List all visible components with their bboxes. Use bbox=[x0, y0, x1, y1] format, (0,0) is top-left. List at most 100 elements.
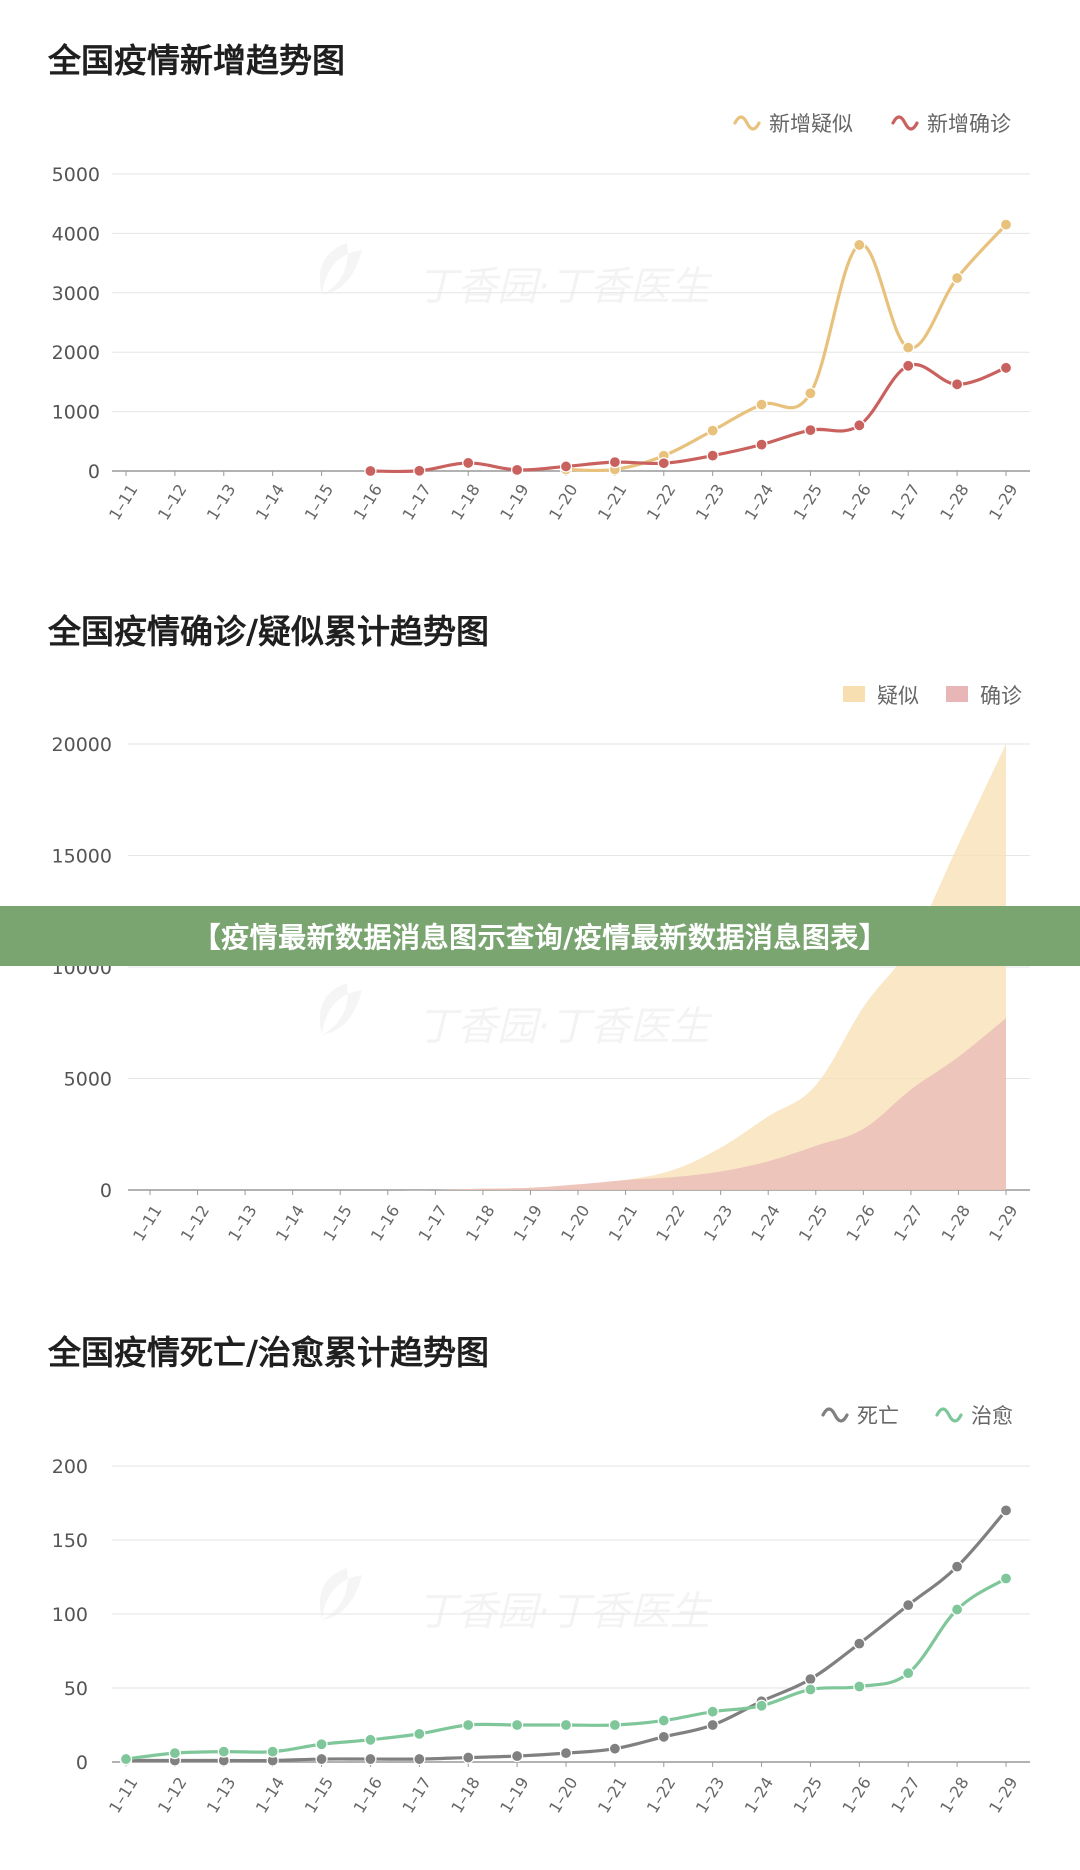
watermark: 丁香园·丁香医生 bbox=[319, 1568, 713, 1635]
x-tick-label: 1–28 bbox=[936, 1774, 973, 1817]
x-tick-label: 1–16 bbox=[350, 1774, 387, 1817]
chart-cumulative-cases-plot: 丁香园·丁香医生050001000015000200001–111–121–13… bbox=[52, 684, 1030, 1244]
legend-label: 新增疑似 bbox=[769, 112, 853, 136]
data-point bbox=[364, 464, 377, 478]
data-point bbox=[706, 1705, 719, 1718]
data-point bbox=[315, 1738, 328, 1751]
legend-item: 疑似 bbox=[843, 684, 919, 708]
data-point bbox=[657, 1730, 670, 1743]
legend-item: 死亡 bbox=[821, 1404, 899, 1428]
legend-swatch bbox=[946, 686, 968, 702]
y-tick-label: 4000 bbox=[52, 223, 100, 245]
data-point bbox=[755, 1699, 768, 1712]
data-point bbox=[853, 1680, 866, 1693]
legend-label: 疑似 bbox=[877, 684, 919, 708]
data-point bbox=[755, 438, 768, 451]
data-point bbox=[462, 1751, 475, 1764]
data-point bbox=[413, 464, 426, 477]
x-tick-label: 1–22 bbox=[643, 1774, 680, 1817]
data-point bbox=[315, 1752, 328, 1766]
y-tick-label: 200 bbox=[52, 1456, 88, 1478]
y-tick-label: 2000 bbox=[52, 342, 100, 364]
watermark-logo bbox=[319, 983, 362, 1035]
watermark: 丁香园·丁香医生 bbox=[319, 983, 713, 1050]
x-tick-label: 1–29 bbox=[985, 1774, 1022, 1817]
legend-item: 新增疑似 bbox=[733, 112, 853, 136]
data-point bbox=[657, 457, 670, 470]
y-tick-label: 100 bbox=[52, 1604, 88, 1626]
x-tick-label: 1–26 bbox=[838, 1774, 875, 1817]
legend-label: 治愈 bbox=[971, 1404, 1013, 1428]
data-point bbox=[902, 1667, 915, 1680]
legend-swatch bbox=[821, 1407, 849, 1423]
data-point bbox=[559, 460, 573, 473]
y-tick-label: 150 bbox=[52, 1530, 88, 1552]
data-point bbox=[951, 271, 964, 285]
data-point bbox=[511, 463, 524, 476]
watermark: 丁香园·丁香医生 bbox=[319, 243, 713, 310]
data-point bbox=[511, 1718, 524, 1732]
x-tick-label: 1–27 bbox=[887, 1774, 924, 1817]
watermark-logo bbox=[319, 1568, 362, 1620]
data-point bbox=[266, 1745, 279, 1758]
data-point bbox=[608, 456, 621, 469]
data-point bbox=[804, 387, 817, 400]
data-point bbox=[364, 1733, 377, 1746]
watermark-text: 丁香园·丁香医生 bbox=[417, 1589, 713, 1635]
x-tick-label: 1–19 bbox=[496, 1774, 533, 1817]
data-point bbox=[853, 238, 866, 252]
data-point bbox=[951, 1560, 964, 1573]
data-point bbox=[462, 456, 475, 470]
legend-swatch bbox=[843, 686, 865, 702]
x-tick-label: 1–17 bbox=[398, 1774, 435, 1817]
data-point bbox=[706, 1718, 719, 1732]
y-tick-label: 1000 bbox=[52, 402, 100, 424]
data-point bbox=[951, 1603, 964, 1616]
x-tick-label: 1–14 bbox=[252, 1774, 289, 1817]
data-point bbox=[902, 1599, 915, 1612]
data-point bbox=[902, 359, 915, 372]
banner-text: 【疫情最新数据消息图示查询/疫情最新数据消息图表】 bbox=[192, 921, 888, 954]
data-point bbox=[804, 1683, 817, 1696]
data-point bbox=[559, 1747, 573, 1760]
data-point bbox=[999, 1572, 1013, 1585]
data-point bbox=[804, 424, 817, 437]
area-series-1 bbox=[150, 1018, 1006, 1191]
x-tick-label: 1–20 bbox=[545, 1774, 582, 1817]
data-point bbox=[999, 361, 1013, 374]
watermark-text: 丁香园·丁香医生 bbox=[417, 264, 713, 310]
data-point bbox=[706, 424, 719, 437]
data-point bbox=[364, 1752, 377, 1766]
y-tick-label: 3000 bbox=[52, 283, 100, 305]
chart-title: 全国疫情确诊/疑似累计趋势图 bbox=[48, 612, 490, 651]
y-tick-label: 5000 bbox=[52, 164, 100, 186]
legend-label: 死亡 bbox=[857, 1404, 899, 1428]
y-tick-label: 15000 bbox=[52, 846, 112, 868]
y-tick-label: 20000 bbox=[52, 734, 112, 756]
data-point bbox=[951, 378, 964, 391]
legend-label: 新增确诊 bbox=[927, 112, 1011, 136]
legend-swatch bbox=[935, 1407, 963, 1423]
data-point bbox=[511, 1749, 524, 1763]
data-point bbox=[853, 1637, 866, 1650]
data-point bbox=[462, 1718, 475, 1732]
watermark-text: 丁香园·丁香医生 bbox=[417, 1004, 713, 1050]
chart-title: 全国疫情新增趋势图 bbox=[48, 41, 345, 80]
x-tick-label: 1–11 bbox=[105, 1774, 142, 1817]
legend-item: 治愈 bbox=[935, 1404, 1013, 1428]
data-point bbox=[755, 398, 768, 411]
chart-cumulative-cases: 全国疫情确诊/疑似累计趋势图 丁香园·丁香医生05000100001500020… bbox=[48, 612, 1030, 1244]
x-tick-label: 1–18 bbox=[447, 1774, 484, 1817]
y-tick-label: 50 bbox=[64, 1678, 88, 1700]
chart-new-cases-plot: 丁香园·丁香医生0100020003000400050001–111–121–1… bbox=[52, 112, 1030, 523]
data-point bbox=[999, 1504, 1013, 1517]
y-tick-label: 0 bbox=[76, 1752, 88, 1774]
y-tick-label: 0 bbox=[100, 1180, 112, 1202]
data-point bbox=[119, 1752, 133, 1766]
data-point bbox=[608, 1742, 621, 1755]
x-tick-label: 1–25 bbox=[790, 1774, 827, 1817]
y-tick-label: 5000 bbox=[64, 1069, 112, 1091]
x-tick-label: 1–21 bbox=[594, 1774, 631, 1817]
data-point bbox=[217, 1745, 230, 1758]
